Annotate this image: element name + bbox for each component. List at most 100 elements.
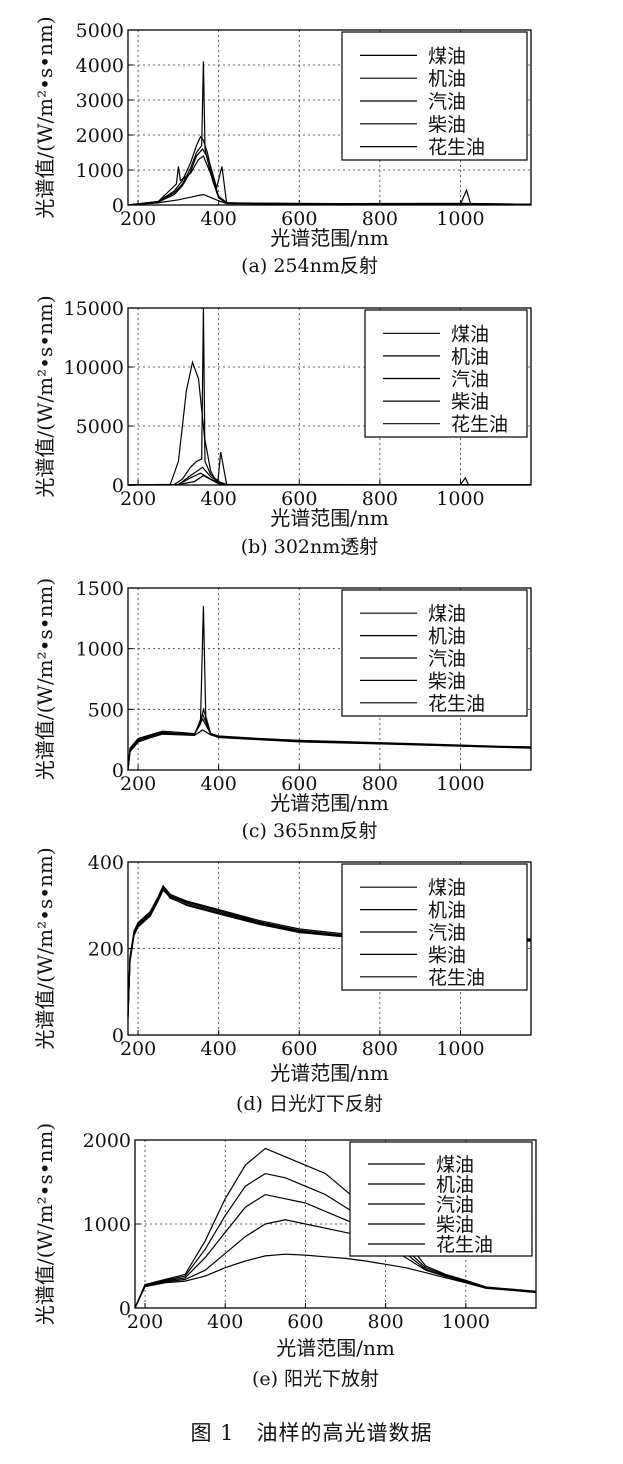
series-line-2 bbox=[127, 307, 532, 486]
y-tick-label: 15000 bbox=[64, 298, 124, 320]
legend-label: 花生油 bbox=[428, 693, 485, 715]
x-axis-label: 光谱范围/nm bbox=[270, 506, 389, 530]
subplot-caption: (d) 日光灯下反射 bbox=[236, 1093, 383, 1115]
y-axis-label: 光谱值/(W/m²•s•nm) bbox=[33, 578, 57, 780]
x-tick-label: 200 bbox=[120, 773, 156, 795]
legend-label: 花生油 bbox=[428, 137, 485, 159]
legend-label: 柴油 bbox=[451, 391, 489, 413]
legend-label: 汽油 bbox=[436, 1194, 474, 1216]
y-tick-label: 4000 bbox=[76, 55, 124, 77]
y-tick-label: 1000 bbox=[83, 1214, 131, 1236]
x-tick-label: 800 bbox=[367, 1311, 403, 1333]
legend-label: 柴油 bbox=[436, 1214, 474, 1236]
y-axis-label: 光谱值/(W/m²•s•nm) bbox=[33, 16, 57, 218]
y-tick-label: 400 bbox=[88, 852, 124, 874]
subplot-caption: (e) 阳光下放射 bbox=[252, 1368, 379, 1390]
series-line-2 bbox=[127, 706, 532, 771]
figure-canvas: 200 400 600 800 1000010002000300040005000光谱范… bbox=[33, 16, 537, 1390]
x-tick-label: 400 bbox=[201, 1038, 237, 1060]
y-tick-label: 0 bbox=[112, 195, 124, 217]
x-tick-label: 800 bbox=[362, 488, 398, 510]
y-tick-label: 3000 bbox=[76, 90, 124, 112]
x-tick-label: 600 bbox=[281, 488, 317, 510]
legend-label: 机油 bbox=[451, 346, 489, 368]
legend-box bbox=[341, 589, 528, 717]
x-tick-label: 600 bbox=[287, 1311, 323, 1333]
y-axis-label: 光谱值/(W/m²•s•nm) bbox=[33, 295, 57, 497]
y-tick-label: 1500 bbox=[76, 578, 124, 600]
legend-label: 柴油 bbox=[428, 670, 466, 692]
series-line-4 bbox=[127, 717, 532, 771]
series-line-5 bbox=[134, 1253, 537, 1309]
x-tick-label: 1000 bbox=[436, 773, 484, 795]
x-tick-label: 1000 bbox=[436, 488, 484, 510]
chart-panel-2: 200 400 600 800 1000050001000015000光谱范围/nm光谱… bbox=[33, 295, 532, 558]
legend-label: 煤油 bbox=[436, 1154, 474, 1176]
y-tick-label: 0 bbox=[119, 1298, 131, 1320]
x-tick-label: 200 bbox=[120, 208, 156, 230]
legend-box bbox=[341, 863, 528, 991]
legend-label: 汽油 bbox=[428, 648, 466, 670]
x-tick-label: 200 bbox=[127, 1311, 163, 1333]
series-line-5 bbox=[127, 729, 532, 771]
x-tick-label: 600 bbox=[281, 208, 317, 230]
x-tick-label: 200 bbox=[120, 488, 156, 510]
legend-label: 柴油 bbox=[428, 944, 466, 966]
x-axis-label: 光谱范围/nm bbox=[276, 1336, 395, 1360]
legend-label: 机油 bbox=[428, 68, 466, 90]
y-axis-label: 光谱值/(W/m²•s•nm) bbox=[33, 1123, 57, 1325]
y-tick-label: 10000 bbox=[64, 357, 124, 379]
series-line-4 bbox=[134, 1219, 537, 1309]
legend-label: 机油 bbox=[436, 1174, 474, 1196]
x-tick-label: 600 bbox=[281, 773, 317, 795]
legend-label: 汽油 bbox=[428, 91, 466, 113]
legend-box bbox=[341, 31, 528, 161]
x-axis-label: 光谱范围/nm bbox=[270, 791, 389, 815]
x-tick-label: 800 bbox=[362, 773, 398, 795]
series-line-3 bbox=[127, 451, 532, 486]
series-line-1 bbox=[134, 1147, 537, 1309]
y-tick-label: 0 bbox=[112, 1025, 124, 1047]
chart-panel-5: 200 400 600 800 1000 0 1000 2000 光谱范围/nm 光谱值/(W/m… bbox=[33, 1123, 537, 1390]
legend-box bbox=[364, 309, 528, 438]
x-tick-label: 800 bbox=[362, 1038, 398, 1060]
y-tick-label: 5000 bbox=[76, 416, 124, 438]
x-tick-label: 1000 bbox=[442, 1311, 490, 1333]
legend-label: 花生油 bbox=[436, 1234, 493, 1256]
x-axis-label: 光谱范围/nm bbox=[270, 1061, 389, 1085]
series-line-1 bbox=[127, 360, 532, 486]
subplot-caption: (b) 302nm透射 bbox=[241, 536, 379, 558]
legend-label: 汽油 bbox=[451, 369, 489, 391]
legend-label: 煤油 bbox=[451, 323, 489, 345]
y-tick-label: 0 bbox=[112, 475, 124, 497]
y-tick-label: 500 bbox=[88, 699, 124, 721]
legend-label: 汽油 bbox=[428, 922, 466, 944]
figure-caption: 图 1 油样的高光谱数据 bbox=[190, 1421, 433, 1445]
y-tick-label: 0 bbox=[112, 760, 124, 782]
legend-label: 煤油 bbox=[428, 45, 466, 67]
plot-frame bbox=[127, 587, 532, 771]
legend-label: 机油 bbox=[428, 900, 466, 922]
x-tick-label: 1000 bbox=[436, 1038, 484, 1060]
y-tick-label: 1000 bbox=[76, 160, 124, 182]
legend-label: 花生油 bbox=[451, 414, 508, 436]
x-tick-label: 800 bbox=[362, 208, 398, 230]
legend-label: 煤油 bbox=[428, 603, 466, 625]
y-tick-label: 2000 bbox=[83, 1130, 131, 1152]
x-tick-label: 600 bbox=[281, 1038, 317, 1060]
legend-label: 花生油 bbox=[428, 967, 485, 989]
x-tick-label: 400 bbox=[201, 773, 237, 795]
legend-label: 煤油 bbox=[428, 877, 466, 899]
x-tick-label: 400 bbox=[207, 1311, 243, 1333]
x-tick-label: 200 bbox=[120, 1038, 156, 1060]
plot-frame bbox=[127, 307, 532, 486]
y-tick-label: 2000 bbox=[76, 125, 124, 147]
series-line-5 bbox=[127, 193, 532, 206]
subplot-caption: (a) 254nm反射 bbox=[241, 255, 378, 277]
chart-panel-4: 200 400 600 800 10000200400光谱范围/nm光谱值/(W/m²•… bbox=[33, 847, 532, 1115]
x-axis-label: 光谱范围/nm bbox=[270, 226, 389, 250]
x-tick-label: 400 bbox=[201, 488, 237, 510]
chart-panel-3: 200 400 600 800 1000 0 500 1000 1500 光谱范围/nm 光谱值/(… bbox=[33, 578, 532, 842]
y-tick-label: 1000 bbox=[76, 639, 124, 661]
